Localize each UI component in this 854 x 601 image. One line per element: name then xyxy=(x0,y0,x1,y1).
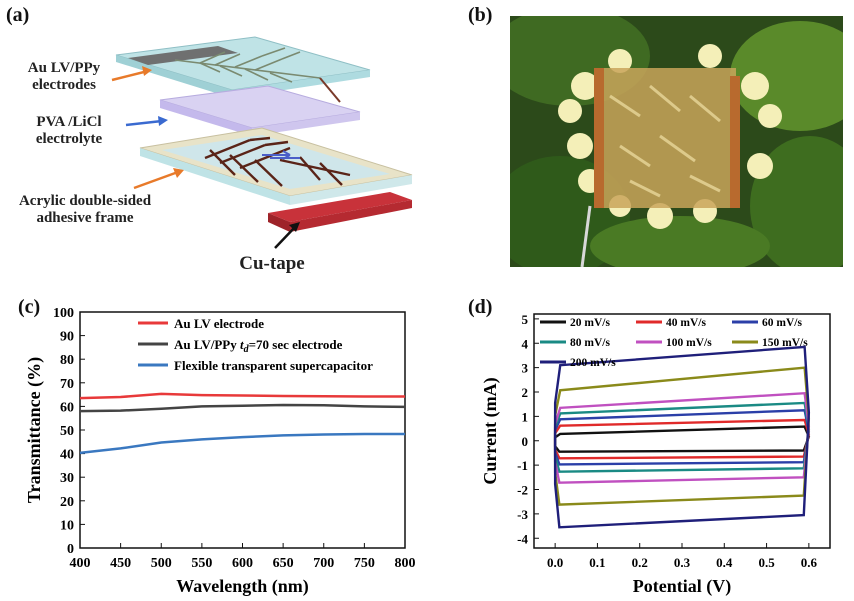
cu-tape-label: Cu-tape xyxy=(239,253,305,274)
electrodes-label-line2: electrodes xyxy=(32,77,96,93)
x-tick-label: 700 xyxy=(313,556,334,571)
legend-entry-2: 40 mV/s xyxy=(666,317,706,329)
legend-entry-7: 200 mV/s xyxy=(570,357,616,369)
legend-entry-3: 60 mV/s xyxy=(762,317,802,329)
x-tick-label: 500 xyxy=(151,556,172,571)
x-tick-label: 0.2 xyxy=(632,555,648,570)
photo-illustration xyxy=(490,6,854,276)
x-tick-label: 0.0 xyxy=(547,555,563,570)
electrolyte-label-line1: PVA /LiCl xyxy=(36,114,102,130)
frame-label-line2: adhesive frame xyxy=(36,210,134,226)
electrodes-label-line1: Au LV/PPy xyxy=(27,60,101,76)
x-tick-label: 450 xyxy=(110,556,131,571)
electrolyte-label: PVA /LiCl electrolyte xyxy=(14,114,124,148)
x-tick-label: 550 xyxy=(191,556,212,571)
cv-chart: -4 -3 -2 -1 0 1 2 3 4 5 0.0 0.1 0.2 0.3 0.4 0.5 0.6 Poten… xyxy=(480,312,831,597)
x-tick-label: 600 xyxy=(232,556,253,571)
bottom-frame-layer xyxy=(139,127,413,232)
y-axis-label: Current (mA) xyxy=(480,377,501,484)
panel-a-label: (a) xyxy=(6,4,30,26)
legend-entry-3: Flexible transparent supercapacitor xyxy=(174,358,373,373)
legend-entry-1: Au LV electrode xyxy=(174,316,264,331)
legend-entry-1: 20 mV/s xyxy=(570,317,610,329)
series-line-2 xyxy=(79,403,406,413)
y-tick-label: 2 xyxy=(522,385,529,400)
y-tick-label: 70 xyxy=(60,377,74,392)
x-tick-label: 0.5 xyxy=(758,555,775,570)
y-tick-label: 20 xyxy=(60,495,74,510)
legend-entry-5: 100 mV/s xyxy=(666,337,712,349)
device-photo xyxy=(490,6,854,276)
x-axis-label: Wavelength (nm) xyxy=(176,576,309,597)
x-tick-label: 750 xyxy=(354,556,375,571)
label-arrows xyxy=(111,66,300,249)
y-tick-label: 10 xyxy=(60,518,74,533)
cv-loop-1 xyxy=(553,425,811,453)
y-tick-label: 0 xyxy=(67,542,74,557)
y-tick-label: 30 xyxy=(60,471,74,486)
x-axis-label: Potential (V) xyxy=(633,576,731,597)
x-tick-label: 650 xyxy=(273,556,294,571)
panel-d-label: (d) xyxy=(468,296,493,318)
x-tick-label: 800 xyxy=(395,556,416,571)
x-tick-label: 0.4 xyxy=(716,555,733,570)
y-tick-label: -1 xyxy=(517,458,528,473)
electrolyte-label-line2: electrolyte xyxy=(35,131,103,147)
y-tick-label: 0 xyxy=(522,434,529,449)
x-tick-label: 0.1 xyxy=(589,555,605,570)
cv-loop-6 xyxy=(553,366,811,506)
y-tick-label: 3 xyxy=(522,361,529,376)
y-tick-label: 60 xyxy=(60,400,74,415)
device-schematic xyxy=(111,36,413,249)
panel-c-label: (c) xyxy=(18,296,41,318)
legend-entry-4: 80 mV/s xyxy=(570,337,610,349)
transmittance-chart: 0 10 20 30 40 50 60 70 80 90 100 400 450 500 550 600 650… xyxy=(24,306,416,597)
frame-label-line1: Acrylic double-sided xyxy=(18,193,152,209)
y-tick-label: 40 xyxy=(60,448,74,463)
cv-loop-7 xyxy=(553,345,811,529)
y-tick-label: 5 xyxy=(522,312,529,327)
y-tick-label: 4 xyxy=(522,336,529,351)
legend-entry-2: Au LV/PPy td=70 sec electrode xyxy=(174,337,343,355)
series-line-1 xyxy=(79,392,405,400)
x-tick-label: 400 xyxy=(70,556,91,571)
y-tick-label: -4 xyxy=(517,531,528,546)
y-tick-label: -3 xyxy=(517,507,528,522)
y-tick-label: 80 xyxy=(60,353,74,368)
y-tick-label: 100 xyxy=(53,306,74,321)
y-tick-label: 90 xyxy=(60,330,74,345)
electrolyte-layer xyxy=(159,85,361,136)
legend-entry-6: 150 mV/s xyxy=(762,337,808,349)
schematic-panel: (a) xyxy=(0,0,470,292)
y-tick-label: 50 xyxy=(60,424,74,439)
x-tick-label: 0.3 xyxy=(674,555,691,570)
series-line-3 xyxy=(79,432,405,455)
y-tick-label: 1 xyxy=(522,409,529,424)
y-tick-label: -2 xyxy=(517,483,528,498)
panel-b-label: (b) xyxy=(468,4,493,26)
x-tick-label: 0.6 xyxy=(801,555,818,570)
y-axis-label: Transmittance (%) xyxy=(24,357,45,503)
electrodes-label: Au LV/PPy electrodes xyxy=(4,60,124,94)
frame-label: Acrylic double-sided adhesive frame xyxy=(0,193,170,227)
